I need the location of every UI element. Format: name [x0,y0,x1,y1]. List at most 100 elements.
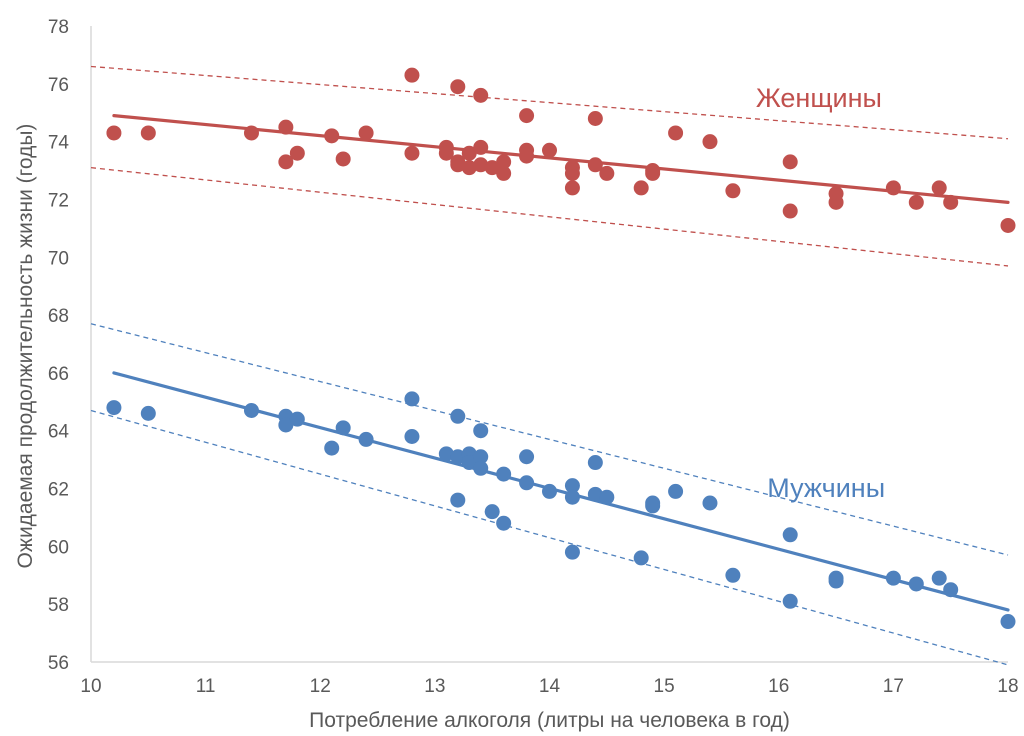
women-data-point [702,134,718,150]
women-data-point [943,194,959,210]
men-data-point [1000,614,1016,630]
x-tick-label: 17 [883,676,904,697]
men-data-point [404,391,420,407]
y-tick-label: 74 [48,133,70,154]
x-axis-title: Потребление алкоголя (литры на человека … [309,709,790,732]
men-data-point [473,449,489,465]
x-tick-label: 18 [997,676,1018,697]
x-tick-label: 16 [768,676,789,697]
x-tick-label: 14 [539,676,561,697]
axes [90,26,1008,663]
men-data-point [725,567,741,583]
women-series-label: Женщины [756,83,882,113]
women-data-point [564,165,580,181]
y-tick-label: 78 [48,17,69,38]
men-data-point [587,455,603,471]
men-data-point [564,478,580,494]
series-women: Женщины [90,65,1016,267]
women-data-point [885,180,901,196]
women-trend-line [112,114,1010,204]
men-trend-line [112,371,1010,612]
y-tick-label: 66 [48,364,69,385]
men-data-point [335,420,351,436]
y-tick-label: 76 [48,75,69,96]
women-data-point [633,180,649,196]
women-data-point [668,125,684,141]
y-tick-label: 62 [48,480,69,501]
women-data-point [335,151,351,167]
women-data-point [473,139,489,155]
x-tick-label: 13 [424,676,445,697]
women-data-point [404,145,420,161]
men-data-point [106,400,122,416]
series-layer: Женщины Мужчины [90,65,1016,666]
women-data-point [473,157,489,173]
women-data-point [519,108,535,124]
men-data-point [438,446,454,462]
men-upper-band-line [90,323,1009,556]
x-tick-label: 11 [196,676,216,697]
women-upper-band-line [90,65,1009,140]
women-data-point [828,194,844,210]
women-data-point [599,165,615,181]
men-data-point [404,429,420,445]
y-tick-label: 64 [48,422,70,443]
y-tick-label: 60 [48,537,69,558]
men-data-point [450,449,466,465]
women-data-point [358,125,374,141]
men-data-point [668,483,684,499]
men-data-point [564,489,580,505]
men-data-point [908,576,924,592]
men-data-point [599,489,615,505]
men-data-point [496,515,512,531]
women-data-point [782,154,798,170]
women-data-point [496,154,512,170]
women-data-point [461,145,477,161]
men-data-point [324,440,340,456]
women-data-point [1000,217,1016,233]
women-data-point [587,157,603,173]
men-data-point [140,405,156,421]
men-data-point [828,573,844,589]
women-data-point [243,125,259,141]
men-data-point [358,431,374,447]
men-data-point [461,455,477,471]
women-data-point [782,203,798,219]
men-series-label: Мужчины [767,473,885,503]
women-data-point [438,145,454,161]
men-data-point [885,570,901,586]
women-data-point [645,165,661,181]
men-data-point [782,527,798,543]
women-data-point [725,183,741,199]
x-tick-labels: 10 11 12 13 14 15 16 17 18 [80,676,1018,697]
women-data-point [140,125,156,141]
series-men: Мужчины [90,323,1016,666]
y-tick-label: 58 [48,595,69,616]
men-data-point [243,402,259,418]
men-data-point [473,460,489,476]
men-data-point [587,486,603,502]
men-data-point [782,593,798,609]
y-tick-labels: 56 58 60 62 64 66 68 70 72 74 76 78 [48,17,70,674]
men-data-point [450,408,466,424]
women-data-point [564,180,580,196]
men-data-point [519,449,535,465]
women-data-point [324,128,340,144]
y-tick-label: 56 [48,653,69,674]
women-data-point [461,160,477,176]
y-tick-label: 72 [48,190,69,211]
women-data-point [496,165,512,181]
y-tick-label: 68 [48,306,69,327]
women-lower-band-line [90,167,1009,267]
women-data-point [450,157,466,173]
men-data-point [931,570,947,586]
women-data-point [473,87,489,103]
men-data-point [519,475,535,491]
women-data-point [931,180,947,196]
women-data-point [908,194,924,210]
women-data-point [542,142,557,158]
y-axis-title: Ожидаемая продолжительность жизни (годы) [14,124,37,569]
men-data-point [496,466,512,482]
men-data-point [633,550,649,566]
